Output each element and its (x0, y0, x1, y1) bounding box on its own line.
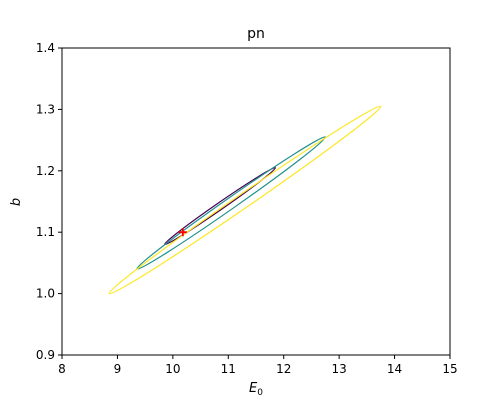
y-tick-label: 0.9 (36, 348, 55, 362)
x-tick-label: 11 (221, 362, 236, 376)
y-tick-label: 1.4 (36, 41, 55, 55)
x-tick-label: 14 (387, 362, 402, 376)
x-axis-label-subscript: 0 (257, 388, 263, 398)
x-tick-label: 12 (276, 362, 291, 376)
y-tick-label: 1.2 (36, 164, 55, 178)
x-tick-label: 15 (442, 362, 457, 376)
best-fit-layer (178, 228, 187, 237)
x-tick-label: 8 (58, 362, 66, 376)
x-tick-label: 13 (332, 362, 347, 376)
y-axis-label: b (9, 198, 24, 206)
best-fit-marker (178, 228, 187, 237)
y-tick-label: 1.1 (36, 225, 55, 239)
x-tick-label: 9 (114, 362, 122, 376)
contour-lines (108, 105, 382, 295)
contour-inner (163, 167, 277, 246)
y-tick-label: 1.3 (36, 102, 55, 116)
x-axis-ticks: 8 9 10 11 12 13 14 15 (58, 355, 458, 376)
contour-outer (108, 105, 382, 295)
x-axis-label: E0 (249, 381, 263, 398)
x-axis-label-main: E (249, 381, 258, 396)
plot-area (61, 47, 451, 356)
y-axis-ticks: 0.9 1.0 1.1 1.2 1.3 1.4 (36, 41, 62, 362)
chart-title: pn (247, 26, 265, 42)
y-tick-label: 1.0 (36, 287, 55, 301)
x-tick-label: 10 (165, 362, 180, 376)
